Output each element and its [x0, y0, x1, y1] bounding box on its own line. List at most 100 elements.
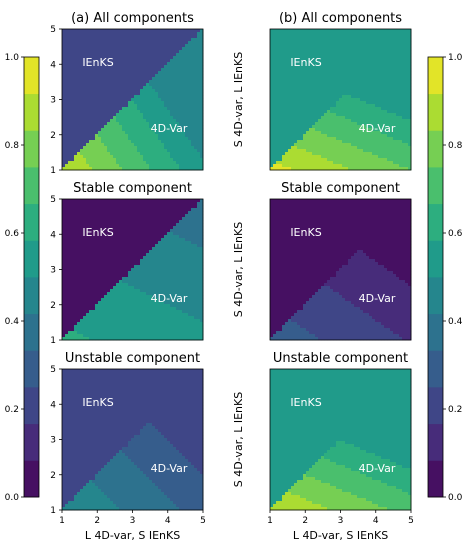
contour-cell: [197, 238, 201, 242]
contour-cell: [128, 86, 132, 90]
contour-cell: [179, 92, 183, 96]
contour-cell: [71, 444, 75, 448]
contour-cell: [158, 56, 162, 60]
contour-cell: [92, 402, 96, 406]
contour-cell: [140, 223, 144, 227]
contour-cell: [146, 65, 150, 69]
contour-cell: [143, 280, 147, 284]
contour-cell: [146, 116, 150, 120]
contour-cell: [185, 137, 189, 141]
contour-cell: [146, 140, 150, 144]
contour-cell: [80, 235, 84, 239]
contour-cell: [170, 205, 174, 209]
contour-cell: [170, 235, 174, 239]
contour-cell: [143, 134, 147, 138]
contour-cell: [176, 337, 180, 341]
contour-cell: [68, 83, 72, 87]
contour-cell: [155, 116, 159, 120]
contour-cell: [167, 301, 171, 305]
contour-cell: [89, 86, 93, 90]
contour-cell: [167, 35, 171, 39]
contour-cell: [62, 164, 66, 168]
contour-cell: [179, 104, 183, 108]
contour-cell: [146, 337, 150, 341]
contour-cell: [80, 375, 84, 379]
contour-cell: [80, 161, 84, 165]
contour-cell: [173, 89, 177, 93]
contour-cell: [161, 107, 165, 111]
contour-cell: [161, 235, 165, 239]
contour-cell: [143, 119, 147, 123]
contour-cell: [62, 313, 66, 317]
contour-cell: [86, 128, 90, 132]
contour-cell: [74, 462, 78, 466]
contour-cell: [62, 289, 66, 293]
contour-cell: [80, 232, 84, 236]
contour-cell: [101, 211, 105, 215]
contour-cell: [170, 98, 174, 102]
contour-cell: [95, 68, 99, 72]
contour-cell: [197, 328, 201, 332]
contour-cell: [167, 265, 171, 269]
contour-cell: [194, 131, 198, 135]
contour-cell: [179, 259, 183, 263]
contour-cell: [179, 41, 183, 45]
contour-cell: [164, 155, 168, 159]
contour-cell: [77, 86, 81, 90]
contour-cell: [116, 98, 120, 102]
contour-cell: [83, 507, 87, 511]
contour-cell: [188, 89, 192, 93]
contour-cell: [170, 71, 174, 75]
contour-cell: [65, 468, 69, 472]
contour-cell: [83, 390, 87, 394]
contour-cell: [191, 268, 195, 272]
contour-cell: [176, 253, 180, 257]
contour-cell: [173, 265, 177, 269]
contour-cell: [134, 313, 138, 317]
contour-cell: [65, 122, 69, 126]
contour-cell: [197, 226, 201, 230]
contour-cell: [167, 167, 171, 171]
contour-cell: [98, 95, 102, 99]
contour-cell: [164, 32, 168, 36]
contour-cell: [137, 259, 141, 263]
contour-cell: [137, 301, 141, 305]
contour-cell: [200, 101, 204, 105]
contour-cell: [173, 286, 177, 290]
contour-cell: [185, 214, 189, 218]
contour-cell: [104, 62, 108, 66]
contour-cell: [122, 220, 126, 224]
contour-cell: [137, 229, 141, 233]
contour-cell: [74, 319, 78, 323]
contour-cell: [80, 420, 84, 424]
contour-cell: [176, 217, 180, 221]
contour-cell: [128, 226, 132, 230]
contour-cell: [182, 268, 186, 272]
contour-cell: [173, 71, 177, 75]
contour-cell: [95, 80, 99, 84]
contour-cell: [80, 158, 84, 162]
contour-cell: [77, 313, 81, 317]
contour-cell: [131, 319, 135, 323]
contour-cell: [107, 68, 111, 72]
contour-cell: [188, 298, 192, 302]
contour-cell: [200, 104, 204, 108]
contour-cell: [74, 507, 78, 511]
contour-cell: [143, 253, 147, 257]
contour-cell: [200, 244, 204, 248]
contour-cell: [86, 289, 90, 293]
contour-cell: [62, 265, 66, 269]
contour-cell: [170, 220, 174, 224]
contour-cell: [89, 259, 93, 263]
contour-cell: [146, 107, 150, 111]
contour-cell: [149, 149, 153, 153]
contour-cell: [104, 319, 108, 323]
contour-cell: [152, 89, 156, 93]
contour-cell: [68, 399, 72, 403]
contour-cell: [134, 304, 138, 308]
contour-cell: [140, 292, 144, 296]
contour-cell: [119, 229, 123, 233]
contour-cell: [116, 220, 120, 224]
contour-cell: [89, 408, 93, 412]
contour-cell: [77, 59, 81, 63]
